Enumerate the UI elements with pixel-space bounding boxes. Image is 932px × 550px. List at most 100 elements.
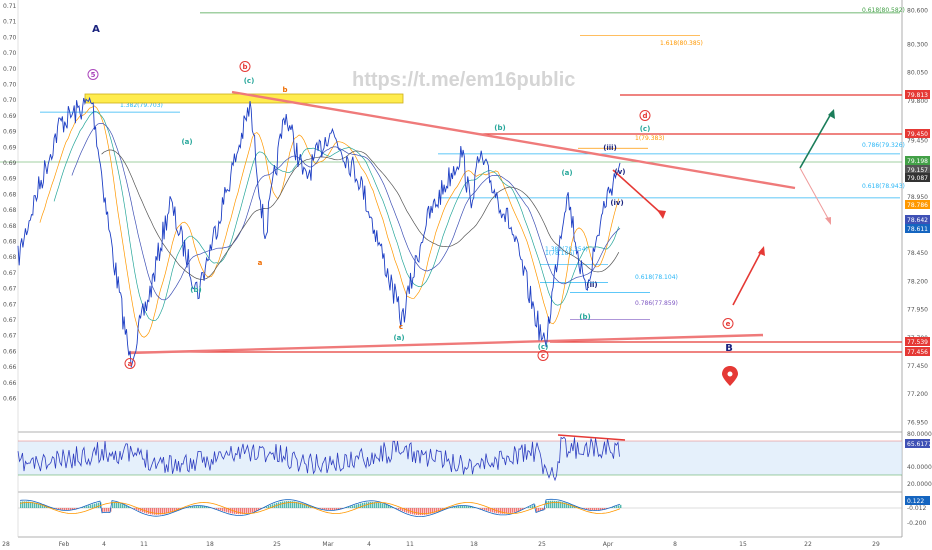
macd-bar bbox=[388, 505, 390, 508]
macd-panel bbox=[18, 498, 902, 518]
wave-label: A bbox=[92, 24, 100, 35]
wave-label: a bbox=[258, 259, 263, 267]
fib-label: 0.786(79.326) bbox=[862, 142, 905, 149]
left-price-tick: 0.66 bbox=[3, 396, 17, 403]
wave-label-text: (iii) bbox=[603, 144, 617, 152]
wave-label-text: c bbox=[399, 323, 403, 331]
macd-bar bbox=[196, 506, 198, 508]
wave-label-text: (b) bbox=[190, 286, 201, 294]
fib-label: 1(79.383) bbox=[635, 135, 665, 142]
macd-bar bbox=[330, 508, 332, 511]
macd-bar bbox=[122, 504, 124, 508]
macd-bar bbox=[112, 501, 114, 508]
macd-bar bbox=[518, 508, 520, 512]
macd-bar bbox=[528, 507, 530, 508]
wave-label-text: a bbox=[258, 259, 263, 267]
macd-bar bbox=[468, 506, 470, 508]
macd-bar bbox=[84, 506, 86, 508]
fib-level: 1(79.383) bbox=[578, 135, 665, 149]
macd-bar bbox=[126, 505, 128, 508]
macd-bar bbox=[156, 508, 158, 515]
fib-level: 0.618(78.943) bbox=[438, 183, 905, 199]
price-badge-label: 78.786 bbox=[907, 202, 928, 209]
macd-bar bbox=[480, 508, 482, 509]
macd-bar bbox=[20, 501, 22, 508]
macd-bar bbox=[420, 508, 422, 516]
macd-bar bbox=[254, 508, 256, 512]
wave-label-text: (a) bbox=[393, 334, 404, 342]
macd-bar bbox=[612, 507, 614, 508]
left-price-tick: 0.69 bbox=[3, 129, 17, 136]
rsi-tick: 80.0000 bbox=[907, 431, 932, 438]
macd-bar bbox=[248, 508, 250, 514]
macd-bar bbox=[504, 508, 506, 514]
macd-bar bbox=[172, 508, 174, 512]
macd-bar bbox=[170, 508, 172, 513]
wave-label: (ii) bbox=[586, 281, 597, 289]
wave-label: (a) bbox=[393, 334, 404, 342]
macd-bar bbox=[416, 508, 418, 515]
macd-bar bbox=[456, 506, 458, 508]
macd-bar bbox=[164, 508, 166, 515]
time-tick-label: 28 bbox=[2, 541, 10, 548]
fib-level: 1.618(80.385) bbox=[580, 35, 703, 47]
macd-bar bbox=[58, 508, 60, 510]
macd-bar bbox=[168, 508, 170, 514]
macd-bar bbox=[288, 501, 290, 508]
macd-bar bbox=[506, 508, 508, 514]
projection-arrows bbox=[612, 109, 835, 306]
right-price-tick: 78.200 bbox=[907, 278, 928, 285]
rsi-badge: 65.6177 bbox=[905, 439, 932, 448]
macd-bar bbox=[402, 508, 404, 512]
wave-label: e bbox=[722, 318, 734, 329]
time-tick-label: 18 bbox=[470, 541, 478, 548]
macd-bar bbox=[152, 508, 154, 515]
price-badge-label: 79.087 bbox=[907, 175, 928, 182]
macd-bar bbox=[128, 506, 130, 508]
lower-trendline[interactable] bbox=[127, 333, 764, 355]
macd-bar bbox=[250, 508, 252, 513]
macd-bar bbox=[302, 503, 304, 508]
macd-bar bbox=[396, 508, 398, 509]
macd-bar bbox=[358, 503, 360, 508]
macd-bar bbox=[76, 508, 78, 509]
wave-label: (a) bbox=[561, 169, 572, 177]
macd-bar bbox=[360, 503, 362, 508]
macd-bar bbox=[166, 508, 168, 514]
fib-level: 0.786(77.859) bbox=[570, 300, 678, 321]
macd-bar bbox=[226, 508, 228, 513]
price-badge-label: 77.539 bbox=[907, 339, 928, 346]
macd-bar bbox=[618, 505, 620, 508]
wave-label-text: (c) bbox=[640, 125, 651, 133]
macd-bar bbox=[256, 508, 258, 511]
macd-bar bbox=[320, 508, 322, 509]
macd-bar bbox=[564, 502, 566, 508]
macd-bar bbox=[382, 503, 384, 508]
left-price-tick: 0.68 bbox=[3, 254, 17, 261]
left-price-tick: 0.69 bbox=[3, 144, 17, 151]
macd-bar bbox=[60, 508, 62, 510]
macd-bar bbox=[218, 508, 220, 510]
location-pin-icon bbox=[722, 366, 738, 386]
macd-bar bbox=[202, 506, 204, 508]
wave-label: b bbox=[239, 61, 251, 72]
macd-bar bbox=[374, 502, 376, 508]
fib-label: 1.618(80.385) bbox=[660, 40, 703, 47]
macd-bar bbox=[34, 502, 36, 508]
macd-bar bbox=[602, 508, 604, 510]
wave-label-text: (v) bbox=[615, 168, 626, 176]
macd-bar bbox=[352, 505, 354, 508]
macd-bar bbox=[194, 506, 196, 508]
wave-label-text: (b) bbox=[579, 313, 590, 321]
macd-bar bbox=[42, 504, 44, 508]
macd-bar bbox=[614, 506, 616, 508]
macd-bar bbox=[432, 508, 434, 514]
macd-bar bbox=[356, 504, 358, 508]
macd-bar bbox=[542, 508, 544, 510]
macd-bar bbox=[552, 500, 554, 508]
fib-level: 1.382(79.703) bbox=[40, 102, 180, 113]
wave-label: (c) bbox=[244, 77, 255, 85]
right-price-tick: 77.950 bbox=[907, 307, 928, 314]
upper-trendline[interactable] bbox=[231, 90, 796, 190]
